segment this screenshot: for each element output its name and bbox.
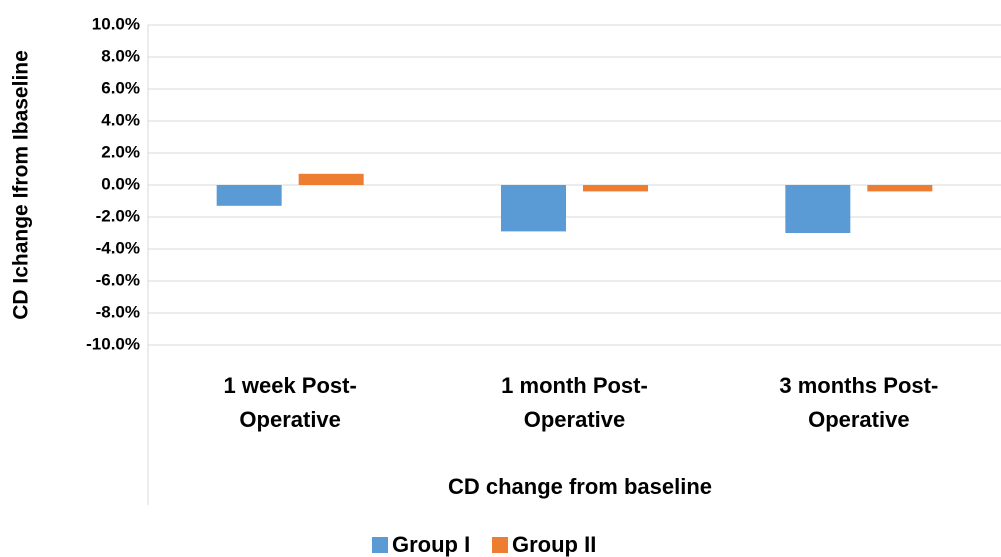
x-tick-label: 3 months Post-Operative xyxy=(779,373,939,432)
legend-label: Group II xyxy=(512,532,596,557)
y-tick-label: -4.0% xyxy=(96,238,140,257)
y-tick-label: -6.0% xyxy=(96,270,140,289)
y-tick-label: 0.0% xyxy=(101,174,140,193)
y-tick-label: 6.0% xyxy=(101,78,140,97)
y-tick-label: 8.0% xyxy=(101,46,140,65)
x-tick-label: 1 week Post-Operative xyxy=(223,373,357,432)
legend-swatch xyxy=(492,537,508,553)
legend-swatch xyxy=(372,537,388,553)
bar xyxy=(501,185,566,232)
bar xyxy=(583,185,648,192)
bar xyxy=(867,185,933,192)
x-axis-title: CD change from baseline xyxy=(448,474,712,499)
y-tick-label: 2.0% xyxy=(101,142,140,161)
y-tick-label: 10.0% xyxy=(92,14,140,33)
x-tick-label: 1 month Post-Operative xyxy=(501,373,648,432)
y-tick-label: -2.0% xyxy=(96,206,140,225)
y-tick-label: -10.0% xyxy=(86,334,140,353)
bar xyxy=(298,173,364,185)
y-tick-label: -8.0% xyxy=(96,302,140,321)
bar xyxy=(216,185,282,206)
y-axis-title: CD Ichange Ifrom Ibaseline xyxy=(10,50,33,320)
bar xyxy=(785,185,851,233)
legend-label: Group I xyxy=(392,532,470,557)
y-tick-label: 4.0% xyxy=(101,110,140,129)
